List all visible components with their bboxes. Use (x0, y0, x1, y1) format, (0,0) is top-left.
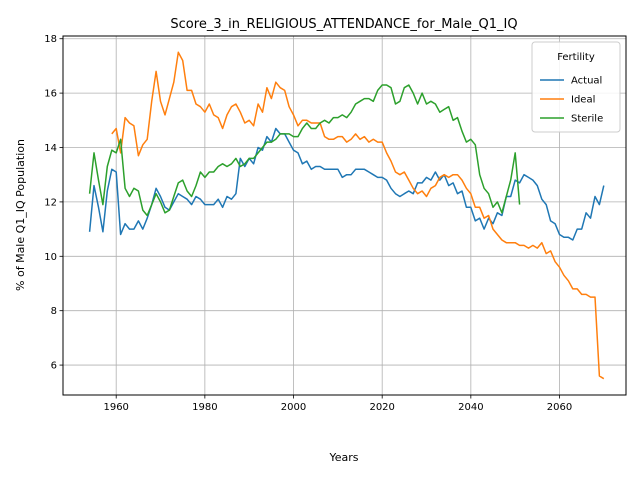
y-tick-label: 8 (51, 306, 57, 317)
x-axis-label: Years (328, 451, 358, 464)
legend-label-actual: Actual (571, 76, 602, 87)
y-tick-label: 18 (44, 34, 57, 45)
chart-title: Score_3_in_RELIGIOUS_ATTENDANCE_for_Male… (170, 17, 517, 32)
y-tick-label: 16 (44, 89, 57, 100)
x-tick-label: 2020 (369, 402, 394, 413)
legend-title: Fertility (557, 52, 595, 63)
y-tick-label: 14 (44, 143, 57, 154)
x-tick-label: 2000 (281, 402, 306, 413)
x-tick-label: 1960 (103, 402, 128, 413)
y-axis-label: % of Male Q1_IQ Population (14, 139, 27, 291)
legend: Fertility Actual Ideal Sterile (532, 42, 620, 132)
y-tick-label: 10 (44, 252, 57, 263)
legend-label-ideal: Ideal (571, 95, 595, 106)
x-tick-label: 2040 (458, 402, 483, 413)
x-tick-label: 2060 (547, 402, 572, 413)
y-tick-label: 12 (44, 197, 57, 208)
x-tick-label: 1980 (192, 402, 217, 413)
y-tick-label: 6 (51, 361, 57, 372)
legend-label-sterile: Sterile (571, 114, 603, 125)
